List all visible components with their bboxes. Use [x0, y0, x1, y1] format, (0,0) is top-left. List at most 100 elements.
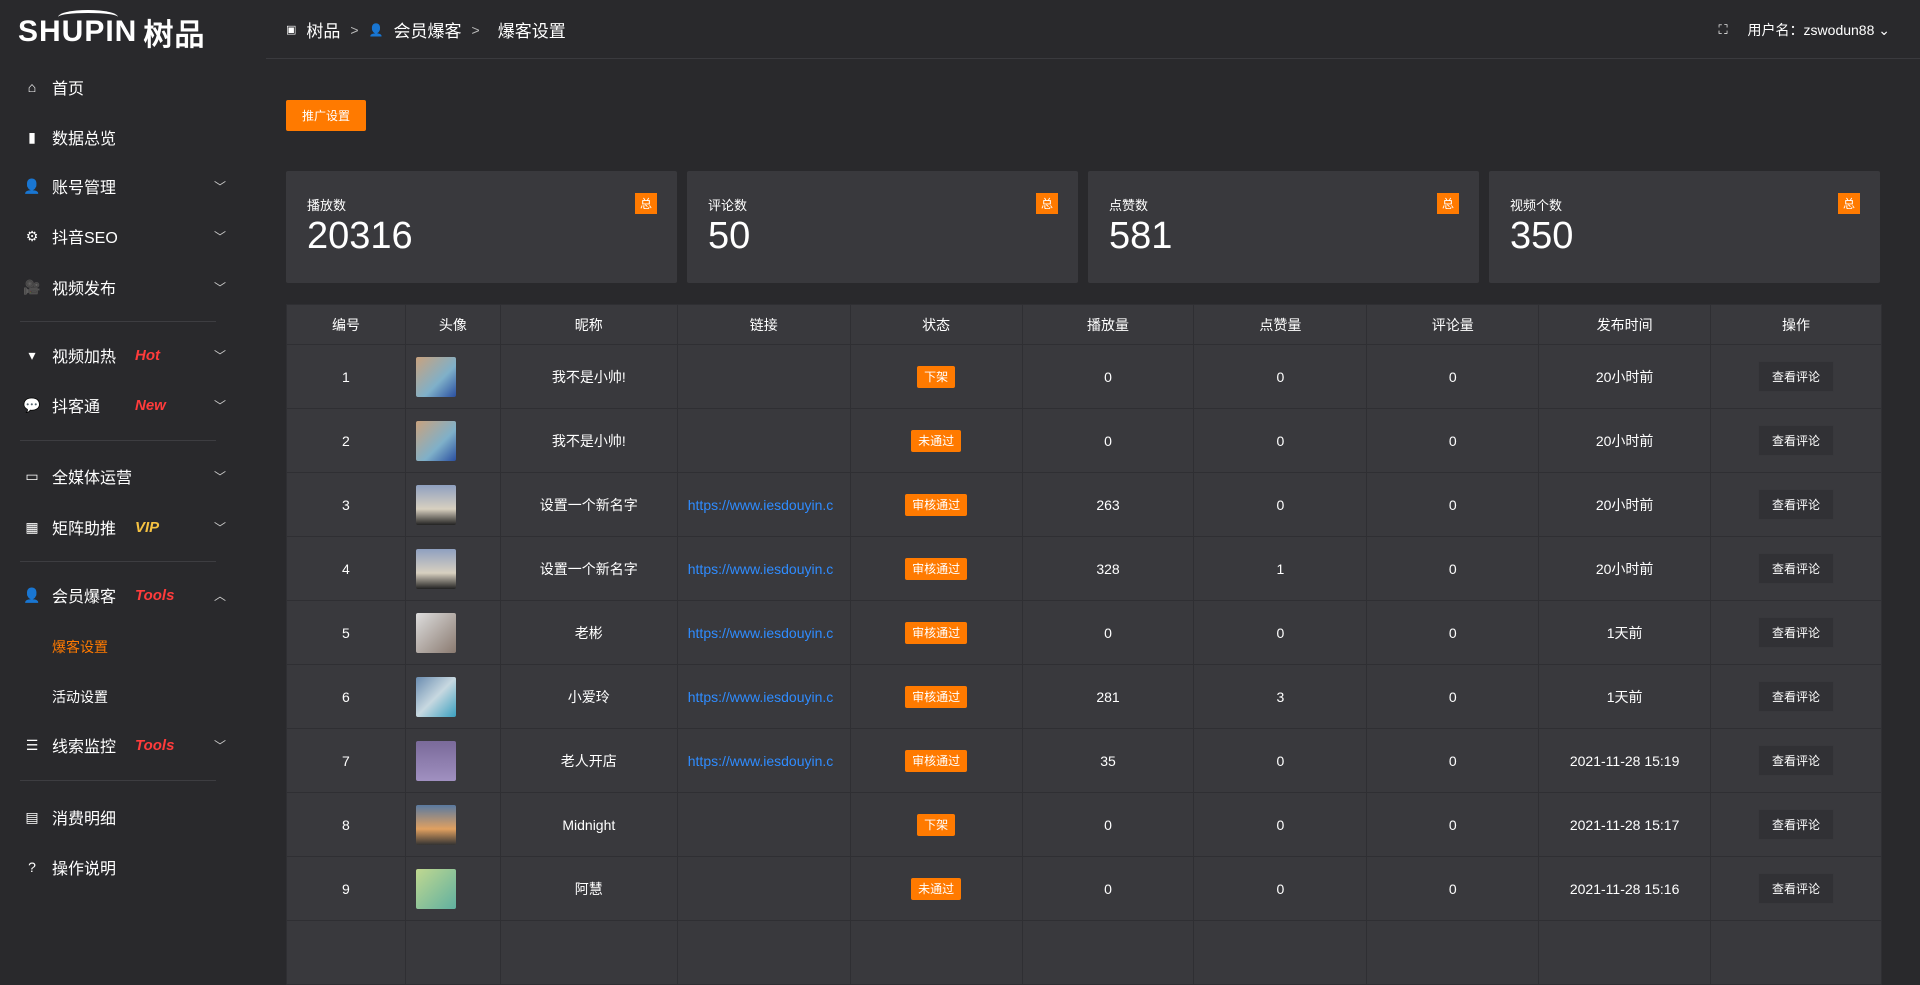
view-comments-button[interactable]: 查看评论: [1758, 617, 1835, 648]
logo-cn: 树品: [143, 19, 206, 52]
column-header: 操作: [1710, 304, 1882, 345]
sidebar-item-label: 线索监控: [52, 739, 117, 756]
sign-icon: ▾: [28, 346, 36, 363]
row-likes: 0: [1193, 472, 1368, 537]
row-nickname: 老人开店: [499, 728, 678, 793]
row-link[interactable]: https://www.iesdouyin.c: [687, 752, 834, 769]
chevron-down-icon: ﹀: [214, 280, 227, 295]
row-likes: 0: [1193, 792, 1368, 857]
view-comments-button[interactable]: 查看评论: [1758, 553, 1835, 584]
sidebar-item-8[interactable]: ▦ 矩阵助推 VIP ﹀: [0, 507, 266, 547]
row-nickname: 阿慧: [499, 856, 678, 921]
gear-icon: ⚙: [25, 227, 39, 244]
table-row: 5 老彬 https://www.iesdouyin.c 审核通过 0 0 0 …: [286, 600, 1882, 665]
view-comments-button[interactable]: 查看评论: [1758, 361, 1835, 392]
row-link[interactable]: https://www.iesdouyin.c: [687, 496, 834, 513]
column-header: 昵称: [499, 304, 678, 345]
sidebar-item-2[interactable]: 👤 账号管理 ﹀: [0, 166, 266, 206]
view-comments-button[interactable]: 查看评论: [1758, 425, 1835, 456]
sidebar-item-12[interactable]: ? 操作说明: [0, 847, 266, 887]
table-row: 7 老人开店 https://www.iesdouyin.c 审核通过 35 0…: [286, 728, 1882, 793]
status-badge: 审核通过: [905, 494, 968, 516]
row-id: 4: [286, 536, 406, 601]
stat-card: 视频个数 350 总: [1489, 171, 1880, 283]
promo-settings-button[interactable]: 推广设置: [286, 100, 366, 131]
row-nickname: 设置一个新名字: [499, 536, 678, 601]
sidebar-item-3[interactable]: ⚙ 抖音SEO ﹀: [0, 216, 266, 256]
sidebar-item-6[interactable]: 💬 抖客通 New ﹀: [0, 385, 266, 425]
stat-card: 点赞数 581 总: [1088, 171, 1479, 283]
sidebar-item-5[interactable]: ▾ 视频加热 Hot ﹀: [0, 335, 266, 375]
user-icon: 👤: [23, 586, 41, 603]
row-plays: 0: [1021, 600, 1195, 665]
row-nickname: 小爱玲: [499, 664, 678, 729]
row-plays: 281: [1021, 664, 1195, 729]
username: 用户名：zswodun88: [1747, 22, 1875, 38]
table-row: 3 设置一个新名字 https://www.iesdouyin.c 审核通过 2…: [286, 472, 1882, 537]
bar-chart-icon: ▮: [28, 128, 36, 145]
status-badge: 审核通过: [905, 750, 968, 772]
row-nickname: Midnight: [499, 792, 678, 857]
sidebar-item-4[interactable]: 🎥 视频发布 ﹀: [0, 267, 266, 307]
sidebar-item-label: 数据总览: [52, 131, 117, 148]
status-badge: 审核通过: [905, 558, 968, 580]
sidebar-item-label: 首页: [52, 81, 85, 98]
column-header: 编号: [286, 304, 406, 345]
row-link[interactable]: https://www.iesdouyin.c: [687, 624, 834, 641]
view-comments-button[interactable]: 查看评论: [1758, 489, 1835, 520]
chevron-down-icon: ﹀: [214, 520, 227, 535]
sidebar-item-11[interactable]: ▤ 消费明细: [0, 797, 266, 837]
sidebar-divider: [20, 321, 216, 322]
row-link[interactable]: https://www.iesdouyin.c: [687, 560, 834, 577]
sidebar-item-0[interactable]: ⌂ 首页: [0, 67, 266, 107]
user-menu[interactable]: 用户名：zswodun88 ⌄: [1748, 20, 1890, 40]
sidebar-divider: [20, 780, 216, 781]
stat-badge: 总: [1035, 193, 1058, 214]
sidebar-badge: New: [135, 396, 166, 414]
row-id: 1: [286, 344, 406, 409]
sidebar-item-7[interactable]: ▭ 全媒体运营 ﹀: [0, 456, 266, 496]
breadcrumb: ▣ 树品 > 👤 会员爆客 > 爆客设置: [286, 17, 566, 42]
sidebar: SHUPIN 树品 ⌂ 首页 ▮ 数据总览 👤 账号管理 ﹀ ⚙ 抖音SEO ﹀ …: [0, 0, 266, 936]
breadcrumb-parent[interactable]: 会员爆客: [393, 22, 462, 41]
home-icon: ⌂: [27, 79, 37, 95]
breadcrumb-root[interactable]: 树品: [306, 22, 341, 41]
avatar: [415, 548, 456, 589]
table-row: 2 我不是小帅! 未通过 0 0 0 20小时前 查看评论: [286, 408, 1882, 473]
camera-icon: 🎥: [23, 278, 41, 295]
view-comments-button[interactable]: 查看评论: [1758, 873, 1835, 904]
logo[interactable]: SHUPIN 树品: [18, 10, 206, 52]
sidebar-item-label: 全媒体运营: [52, 470, 133, 487]
row-id: 2: [286, 408, 406, 473]
table-row: [286, 920, 1882, 985]
sidebar-item-10[interactable]: ☰ 线索监控 Tools ﹀: [0, 725, 266, 765]
row-time: 20小时前: [1538, 536, 1712, 601]
stat-badge: 总: [634, 193, 657, 214]
sidebar-divider: [20, 561, 216, 562]
sidebar-item-1[interactable]: ▮ 数据总览: [0, 117, 266, 157]
view-comments-button[interactable]: 查看评论: [1758, 681, 1835, 712]
view-comments-button[interactable]: 查看评论: [1758, 745, 1835, 776]
fullscreen-icon[interactable]: ⛶: [1718, 22, 1728, 37]
chevron-down-icon: ﹀: [214, 469, 227, 484]
stat-value: 20316: [307, 215, 413, 257]
row-plays: 328: [1021, 536, 1195, 601]
avatar: [415, 484, 456, 525]
avatar: [415, 868, 456, 909]
sidebar-subitem-1[interactable]: 活动设置: [52, 689, 108, 705]
chevron-down-icon: ﹀: [214, 738, 227, 753]
sidebar-subitem-0[interactable]: 爆客设置: [52, 639, 108, 655]
stat-card: 评论数 50 总: [687, 171, 1078, 283]
row-nickname: 设置一个新名字: [499, 472, 678, 537]
chevron-down-icon: ﹀: [214, 179, 227, 194]
sidebar-item-9[interactable]: 👤 会员爆客 Tools ︿: [0, 575, 266, 615]
view-comments-button[interactable]: 查看评论: [1758, 809, 1835, 840]
avatar: [415, 804, 456, 845]
table-row: 4 设置一个新名字 https://www.iesdouyin.c 审核通过 3…: [286, 536, 1882, 601]
stat-card: 播放数 20316 总: [286, 171, 677, 283]
breadcrumb-current: 爆客设置: [497, 22, 566, 41]
avatar: [415, 612, 456, 653]
row-time: 20小时前: [1538, 344, 1712, 409]
row-link[interactable]: https://www.iesdouyin.c: [687, 688, 834, 705]
row-comments: 0: [1366, 472, 1540, 537]
